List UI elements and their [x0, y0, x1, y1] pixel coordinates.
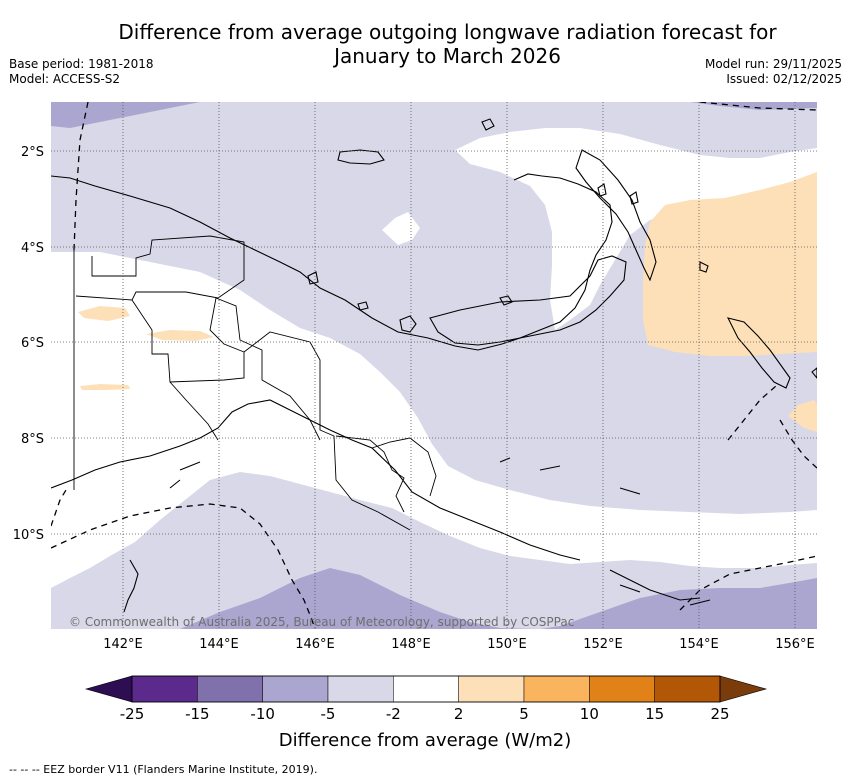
- longitude-labels: 142°E 144°E 146°E 148°E 150°E 152°E 154°…: [103, 637, 815, 652]
- colorbar-tick: 25: [710, 705, 730, 723]
- new-britain-island: [429, 255, 627, 346]
- colorbar-over-arrow: [719, 675, 768, 703]
- island-a: [481, 118, 495, 131]
- new-guinea-south-coast: [51, 399, 581, 561]
- base-period: Base period: 1981-2018: [9, 57, 154, 71]
- colorbar-tick: 2: [453, 705, 464, 723]
- positive-anomaly-spot-2: [146, 330, 214, 341]
- island-e: [357, 301, 369, 311]
- eez-southwest-2: [51, 489, 67, 527]
- positive-anomaly-spot-4: [788, 400, 817, 432]
- colorbar-segment: [327, 675, 394, 703]
- colorbar-tick: -5: [320, 705, 336, 723]
- eez-southwest: [51, 503, 316, 629]
- colorbar: [84, 675, 768, 703]
- neutral-band: [51, 252, 817, 588]
- map-attribution: © Commonwealth of Australia 2025, Bureau…: [69, 615, 574, 629]
- island-f: [597, 183, 607, 197]
- island-h: [699, 261, 709, 273]
- colorbar-tick: -2: [385, 705, 401, 723]
- eez-northwest: [73, 102, 89, 251]
- colorbar-segment: [393, 675, 459, 703]
- island-g: [629, 191, 639, 205]
- eez-legend-note: -- -- -- EEZ border V11 (Flanders Marine…: [9, 763, 318, 776]
- positive-anomaly-spot-3: [80, 384, 130, 390]
- positive-anomaly-east: [643, 172, 817, 356]
- colorbar-tick: 5: [519, 705, 529, 723]
- neutral-islet: [382, 212, 420, 245]
- neutral-band-upper: [455, 128, 817, 330]
- anomaly-band-top-right: [690, 102, 817, 110]
- border-highlands-2: [243, 331, 411, 531]
- colorbar-tick: 10: [579, 705, 599, 723]
- model-run: Model run: 29/11/2025: [704, 57, 842, 71]
- colorbar-segment: [197, 675, 263, 703]
- new-ireland-island: [575, 149, 657, 282]
- colorbar-tick: -15: [185, 705, 210, 723]
- island-c: [307, 271, 319, 285]
- bougainville-island: [726, 317, 791, 389]
- colorbar-segment: [131, 675, 198, 703]
- eez-borders: [51, 102, 817, 629]
- lon-label-154e: 154°E: [679, 637, 719, 652]
- trobriand-islands: [499, 457, 641, 495]
- lon-label-150e: 150°E: [487, 637, 527, 652]
- colorbar-segment: [654, 675, 721, 703]
- colorbar-tick: 15: [645, 705, 665, 723]
- lon-label-148e: 148°E: [391, 637, 431, 652]
- anomaly-band-bottom: [180, 568, 817, 629]
- islands-southeast: [609, 569, 711, 606]
- border-east-1: [169, 381, 219, 441]
- title-line-2: January to March 2026: [334, 44, 561, 68]
- map-panel: © Commonwealth of Australia 2025, Bureau…: [51, 102, 817, 629]
- colorbar-under-arrow: [84, 675, 133, 703]
- colorbar-segment: [262, 675, 329, 703]
- colorbar-segment: [458, 675, 525, 703]
- lon-label-142e: 142°E: [103, 637, 143, 652]
- lat-label-8s: 8°S: [21, 432, 44, 447]
- colorbar-segments: [131, 675, 721, 703]
- colorbar-title: Difference from average (W/m2): [278, 730, 572, 751]
- border-central-2: [371, 437, 437, 497]
- latitude-labels: 2°S 4°S 6°S 8°S 10°S: [13, 145, 44, 543]
- eez-northeast: [699, 102, 817, 111]
- colorbar-segment: [523, 675, 590, 703]
- island-b: [399, 315, 417, 333]
- eez-east: [727, 385, 817, 469]
- colorbar-tick: -10: [250, 705, 275, 723]
- colorbar-outline: [131, 675, 721, 703]
- issued-date: Issued: 02/12/2025: [726, 72, 842, 86]
- manus-island: [337, 149, 385, 165]
- border-central-1: [335, 435, 405, 513]
- eez-southeast: [679, 555, 817, 611]
- meta-left: Base period: 1981-2018 Model: ACCESS-S2: [9, 57, 154, 87]
- colorbar-tick: -25: [119, 705, 145, 723]
- lon-label-152e: 152°E: [583, 637, 623, 652]
- positive-anomaly-spot-1: [78, 306, 130, 321]
- title-line-1: Difference from average outgoing longwav…: [118, 20, 777, 44]
- colorbar-segment: [589, 675, 655, 703]
- island-d: [499, 295, 513, 306]
- lat-label-2s: 2°S: [21, 145, 44, 160]
- border-highlands-1: [215, 297, 321, 441]
- meta-right: Model run: 29/11/2025 Issued: 02/12/2025: [705, 57, 842, 87]
- lat-label-4s: 4°S: [21, 241, 44, 256]
- chart-title: Difference from average outgoing longwav…: [0, 20, 850, 68]
- lat-label-10s: 10°S: [13, 528, 44, 543]
- lon-label-144e: 144°E: [199, 637, 239, 652]
- islands-southwest: [123, 461, 201, 613]
- lon-label-146e: 146°E: [295, 637, 335, 652]
- graticule: [51, 102, 817, 629]
- lon-label-156e: 156°E: [775, 637, 815, 652]
- anomaly-band-top-left: [51, 102, 200, 128]
- model-name: Model: ACCESS-S2: [9, 72, 121, 86]
- border-west-1: [75, 235, 245, 301]
- island-i: [811, 367, 817, 379]
- lat-label-6s: 6°S: [21, 336, 44, 351]
